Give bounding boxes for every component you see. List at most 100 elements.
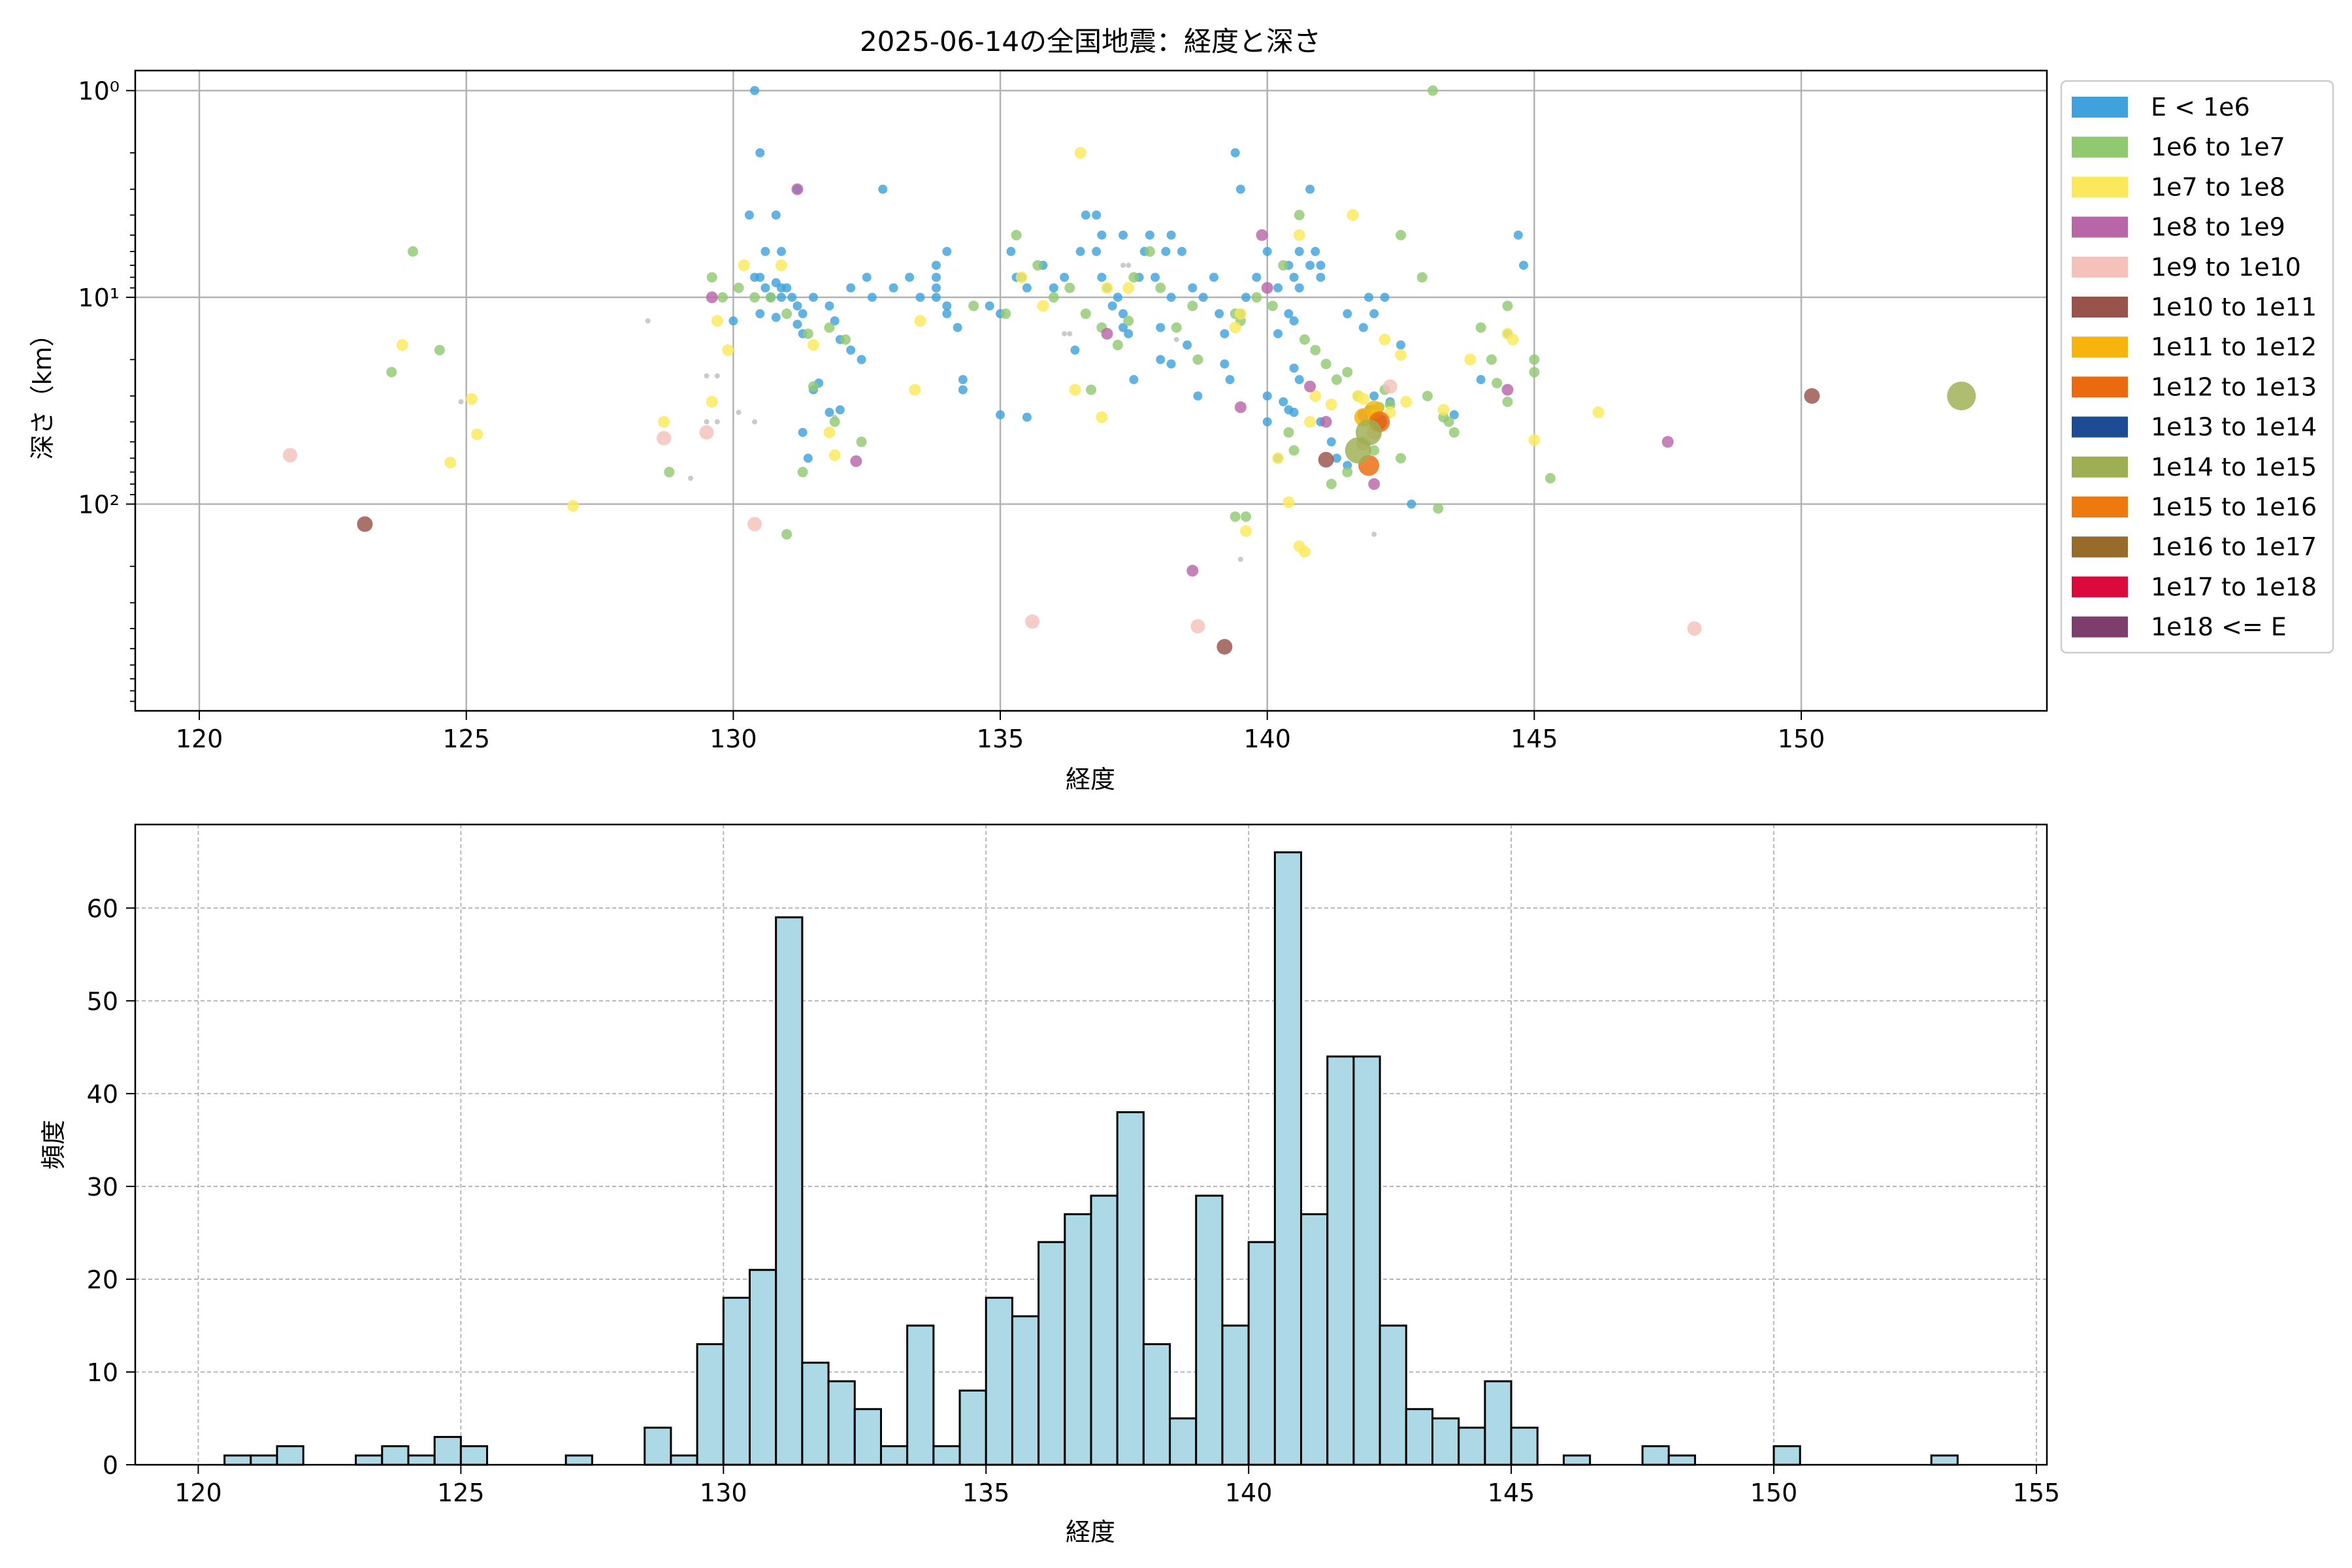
scatter-point bbox=[1519, 261, 1529, 270]
scatter-point bbox=[1416, 272, 1428, 283]
legend-label: 1e9 to 1e10 bbox=[2151, 253, 2301, 282]
scatter-point-minor bbox=[704, 419, 710, 425]
scatter-point bbox=[1358, 323, 1368, 333]
histogram-bar bbox=[1326, 1055, 1355, 1466]
histogram-bar bbox=[1667, 1454, 1696, 1466]
scatter-point bbox=[798, 427, 808, 437]
scatter-point bbox=[905, 272, 915, 282]
scatter-point bbox=[1325, 399, 1337, 411]
scatter-point bbox=[1186, 564, 1199, 577]
scatter-point bbox=[1288, 445, 1299, 456]
histogram-bar bbox=[250, 1454, 278, 1466]
legend-swatch bbox=[2072, 536, 2128, 558]
scatter-point bbox=[828, 449, 841, 461]
scatter-point bbox=[1119, 309, 1128, 319]
histogram-bar bbox=[407, 1454, 436, 1466]
histogram-x-tick-label: 155 bbox=[2013, 1478, 2061, 1507]
histogram-bar bbox=[775, 916, 804, 1466]
legend-label: 1e8 to 1e9 bbox=[2151, 213, 2285, 242]
scatter-point bbox=[1592, 406, 1605, 419]
scatter-point bbox=[657, 431, 672, 446]
scatter-point bbox=[1316, 272, 1326, 282]
scatter-point bbox=[1320, 416, 1332, 428]
histogram-bar bbox=[1772, 1445, 1801, 1466]
scatter-point bbox=[1475, 322, 1486, 333]
scatter-point bbox=[1215, 309, 1224, 319]
scatter-point bbox=[1119, 230, 1128, 240]
scatter-point bbox=[931, 283, 941, 293]
histogram-bar bbox=[1090, 1194, 1119, 1466]
legend-label: 1e6 to 1e7 bbox=[2151, 133, 2285, 161]
scatter-y-ticks: 10⁰ 10¹ 10² bbox=[78, 77, 135, 519]
histogram-panel: 120 125 130 135 140 145 150 155 0 10 20 30 40 50 60 経… bbox=[39, 823, 2061, 1546]
scatter-point bbox=[706, 395, 718, 408]
scatter-point bbox=[1273, 329, 1283, 338]
scatter-point-minor bbox=[714, 419, 720, 425]
scatter-point bbox=[1101, 282, 1113, 294]
scatter-point bbox=[985, 301, 994, 311]
histogram-bar bbox=[644, 1426, 672, 1466]
histogram-bar bbox=[1458, 1426, 1486, 1466]
histogram-plot-frame bbox=[134, 823, 2048, 1466]
scatter-point-minor bbox=[752, 419, 758, 425]
scatter-point bbox=[1177, 246, 1186, 256]
scatter-point bbox=[386, 367, 397, 378]
scatter-point bbox=[942, 309, 952, 319]
scatter-minor-ticks bbox=[130, 152, 135, 702]
scatter-point bbox=[1070, 345, 1080, 355]
scatter-point bbox=[958, 375, 968, 385]
scatter-point bbox=[1502, 301, 1513, 312]
histogram-bar bbox=[932, 1445, 961, 1466]
scatter-point bbox=[1151, 272, 1160, 282]
scatter-point bbox=[1422, 391, 1433, 402]
histogram-bar bbox=[355, 1454, 384, 1466]
scatter-point bbox=[1437, 404, 1450, 416]
scatter-point-minor bbox=[704, 373, 710, 379]
scatter-point bbox=[1229, 321, 1241, 334]
scatter-point bbox=[1513, 230, 1523, 240]
scatter-point bbox=[1183, 340, 1192, 350]
scatter-point bbox=[567, 500, 580, 512]
scatter-point bbox=[1097, 230, 1107, 240]
scatter-point bbox=[1529, 354, 1540, 365]
histogram-x-tick-label: 140 bbox=[1225, 1478, 1273, 1507]
legend-swatch bbox=[2072, 97, 2128, 118]
histogram-bar bbox=[276, 1445, 304, 1466]
histogram-bar bbox=[696, 1343, 725, 1466]
scatter-point bbox=[755, 272, 765, 282]
scatter-point bbox=[792, 319, 802, 329]
scatter-point bbox=[1161, 246, 1171, 256]
scatter-point bbox=[1144, 246, 1155, 257]
scatter-point bbox=[1364, 293, 1374, 302]
legend-swatch bbox=[2072, 416, 2128, 438]
scatter-point bbox=[942, 246, 952, 256]
legend-swatch bbox=[2072, 497, 2128, 517]
histogram-bar bbox=[1352, 1055, 1381, 1466]
scatter-point bbox=[1345, 437, 1371, 464]
legend: E < 1e6 1e6 to 1e7 1e7 to 1e8 1e8 to 1e9 1e9… bbox=[2060, 80, 2334, 654]
histogram-bar bbox=[1169, 1417, 1198, 1466]
scatter-point bbox=[1507, 333, 1519, 346]
scatter-point bbox=[1400, 395, 1413, 408]
scatter-point bbox=[829, 416, 840, 427]
scatter-point bbox=[1166, 293, 1176, 302]
scatter-point bbox=[787, 293, 797, 302]
scatter-point bbox=[658, 416, 670, 428]
scatter-point bbox=[1342, 367, 1353, 378]
legend-swatch bbox=[2072, 137, 2128, 158]
scatter-point bbox=[1947, 382, 1976, 411]
scatter-point bbox=[1369, 309, 1379, 319]
scatter-point bbox=[1092, 210, 1102, 220]
scatter-point bbox=[1145, 230, 1154, 240]
legend-label: 1e17 to 1e18 bbox=[2151, 572, 2317, 601]
scatter-point bbox=[1025, 614, 1040, 629]
scatter-point bbox=[889, 283, 898, 293]
scatter-point bbox=[1311, 246, 1320, 256]
scatter-point bbox=[1171, 322, 1182, 333]
scatter-point bbox=[1112, 340, 1123, 351]
legend-label: 1e12 to 1e13 bbox=[2151, 372, 2317, 401]
scatter-point bbox=[738, 259, 750, 272]
scatter-point bbox=[1342, 466, 1353, 478]
scatter-point bbox=[711, 315, 723, 327]
histogram-bar bbox=[827, 1380, 856, 1466]
